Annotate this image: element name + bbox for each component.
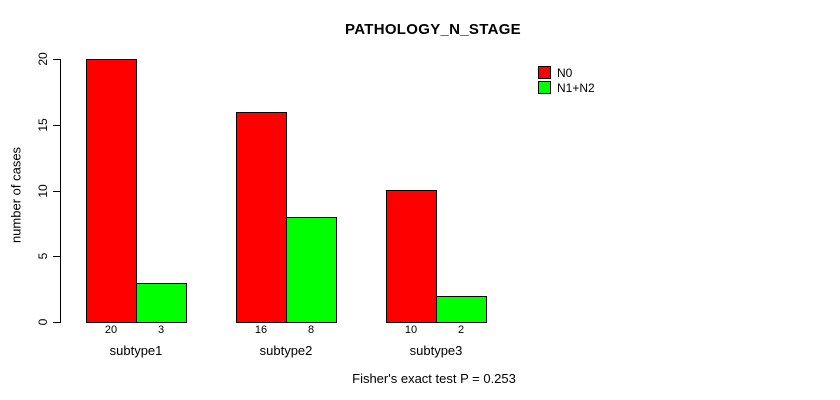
y-tick-label: 10 [36, 184, 50, 198]
bar-value-label: 16 [254, 324, 268, 336]
y-tick-label: 5 [36, 252, 50, 260]
bar-subtype3-n0 [386, 190, 437, 323]
legend-label: N0 [557, 65, 573, 80]
y-tick-mark [53, 191, 60, 192]
category-label: subtype2 [259, 343, 313, 358]
bar-subtype1-n0 [86, 59, 137, 323]
y-tick-label: 0 [36, 318, 50, 326]
fisher-test-note: Fisher's exact test P = 0.253 [352, 371, 516, 386]
legend-entry: N1+N2 [538, 80, 595, 95]
bar-value-label: 8 [307, 324, 315, 336]
y-axis-label: number of cases [8, 146, 24, 244]
y-tick-label: 15 [36, 118, 50, 132]
legend: N0 N1+N2 [538, 65, 595, 95]
legend-swatch-n1+n2 [538, 81, 551, 94]
bar-value-label: 10 [404, 324, 418, 336]
bar-value-label: 3 [157, 324, 165, 336]
y-tick-mark [53, 322, 60, 323]
category-label: subtype1 [109, 343, 163, 358]
category-label: subtype3 [409, 343, 463, 358]
legend-entry: N0 [538, 65, 595, 80]
y-axis-line [60, 59, 61, 323]
bar-value-label: 20 [104, 324, 118, 336]
legend-label: N1+N2 [557, 80, 595, 95]
legend-swatch-n0 [538, 66, 551, 79]
bar-subtype1-n1+n2 [136, 283, 187, 323]
bar-value-label: 2 [457, 324, 465, 336]
bar-subtype2-n1+n2 [286, 217, 337, 323]
y-tick-mark [53, 125, 60, 126]
y-tick-mark [53, 256, 60, 257]
bar-subtype3-n1+n2 [436, 296, 487, 323]
bar-subtype2-n0 [236, 112, 287, 323]
y-tick-label: 20 [36, 52, 50, 66]
chart-title: PATHOLOGY_N_STAGE [345, 21, 521, 38]
y-tick-mark [53, 59, 60, 60]
